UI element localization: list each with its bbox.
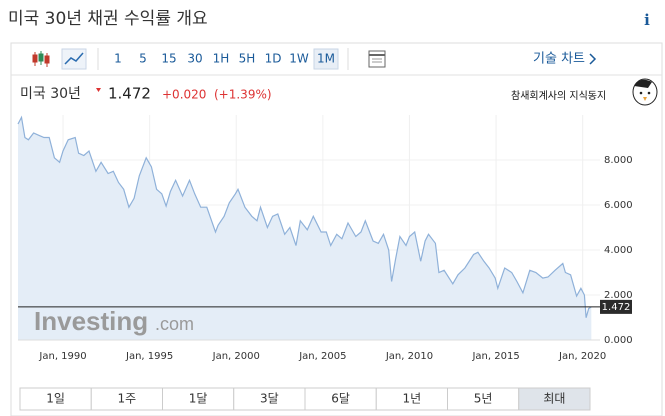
range-button-bg[interactable]: [518, 387, 591, 411]
x-tick-label: Jan, 2000: [212, 351, 260, 362]
quote-change: +0.020: [162, 88, 206, 102]
interval-button[interactable]: 1D: [265, 52, 282, 66]
current-price-label: 1.472: [602, 302, 631, 313]
current-price-box: [600, 299, 632, 314]
interval-active-bg: [313, 48, 339, 70]
candle-icon[interactable]: [32, 51, 50, 67]
info-icon[interactable]: i: [637, 9, 657, 31]
svg-text:i: i: [644, 11, 650, 29]
brand-logo: Investing: [34, 306, 148, 336]
brand-logo-suffix: .com: [155, 314, 194, 334]
area-fill: [18, 117, 592, 340]
x-tick-label: Jan, 2005: [298, 351, 346, 362]
interval-button[interactable]: 30: [187, 52, 202, 66]
interval-button[interactable]: 15: [161, 52, 176, 66]
x-tick-label: Jan, 2020: [558, 351, 606, 362]
range-button[interactable]: 최대: [543, 392, 565, 406]
range-button[interactable]: 6달: [331, 392, 350, 406]
y-tick-label: 6.000: [604, 200, 633, 211]
y-tick-label: 8.000: [604, 155, 633, 166]
x-tick-label: Jan, 1990: [38, 351, 86, 362]
calendar-icon[interactable]: [368, 50, 386, 68]
interval-button[interactable]: 5H: [239, 52, 256, 66]
range-button[interactable]: 3달: [260, 392, 279, 406]
y-tick-label: 0.000: [604, 335, 633, 346]
range-button[interactable]: 1달: [189, 392, 208, 406]
range-button[interactable]: 1일: [46, 392, 65, 406]
quote-change-pct: (+1.39%): [214, 88, 272, 102]
quote-symbol: 미국 30년: [20, 86, 81, 102]
page-title: 미국 30년 채권 수익률 개요: [8, 9, 208, 29]
interval-button[interactable]: 1M: [317, 52, 335, 66]
range-button[interactable]: 5년: [474, 392, 493, 406]
y-tick-label: 2.000: [604, 290, 633, 301]
quote-price: 1.472: [108, 85, 151, 103]
x-tick-label: Jan, 2010: [385, 351, 433, 362]
technical-chart-link[interactable]: 기술 차트: [533, 52, 585, 67]
interval-button[interactable]: 1W: [289, 52, 309, 66]
price-line: [17, 115, 592, 318]
line-icon[interactable]: [61, 48, 87, 70]
interval-button[interactable]: 1H: [213, 52, 230, 66]
range-button[interactable]: 1주: [118, 392, 137, 406]
bird-icon: [632, 78, 658, 106]
watermark: 참새회계사의 지식동지: [511, 90, 606, 102]
x-tick-label: Jan, 1995: [125, 351, 173, 362]
interval-button[interactable]: 1: [114, 52, 122, 66]
x-tick-label: Jan, 2015: [471, 351, 519, 362]
range-button[interactable]: 1년: [403, 392, 422, 406]
y-tick-label: 4.000: [604, 245, 633, 256]
interval-button[interactable]: 5: [139, 52, 147, 66]
